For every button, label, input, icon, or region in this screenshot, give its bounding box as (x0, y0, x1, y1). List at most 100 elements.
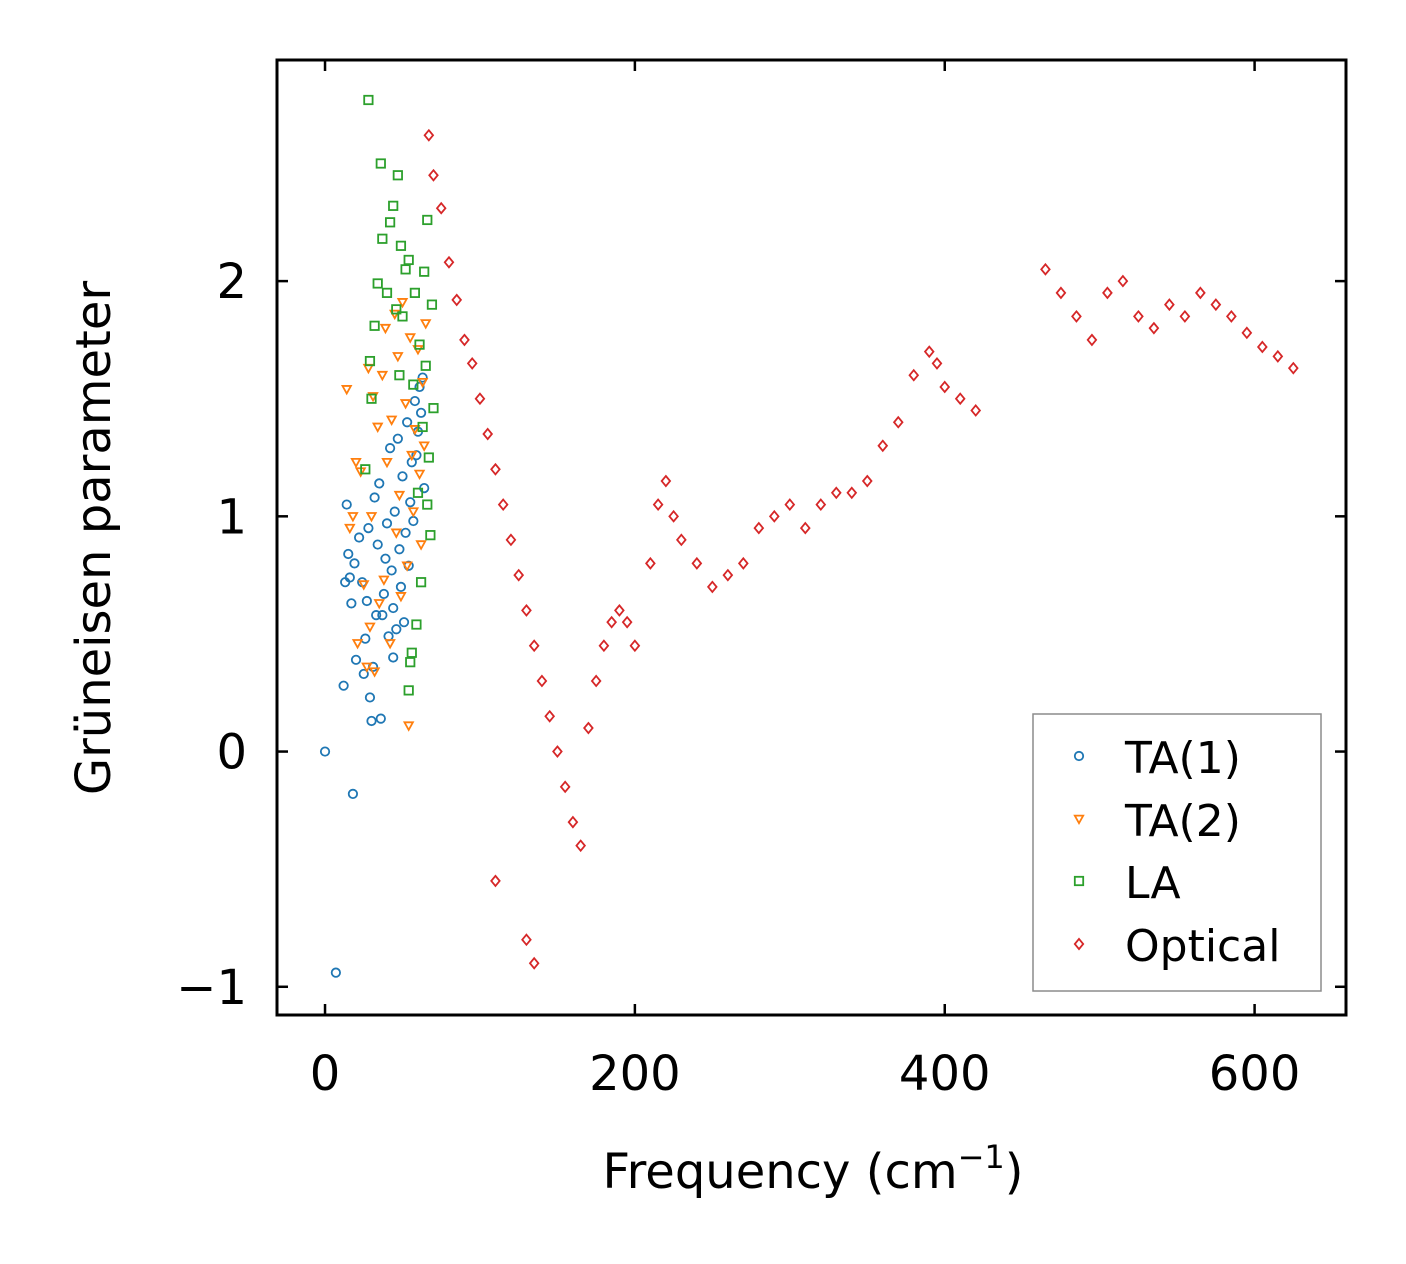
optical-point (1179, 309, 1191, 323)
ta-2-point (390, 528, 403, 539)
ta-1-point (358, 668, 369, 680)
ta-1-point (378, 588, 389, 600)
ta-1-point (369, 492, 380, 503)
optical-point (1164, 298, 1175, 312)
optical-point (1040, 262, 1051, 276)
ta-1-point (319, 746, 331, 757)
optical-point (799, 521, 811, 535)
legend-marker-optical (1073, 937, 1085, 951)
optical-point (923, 345, 935, 359)
optical-point (490, 462, 501, 476)
ta-2-point (361, 662, 373, 673)
scatter-marks (319, 94, 1299, 978)
ta-1-point (394, 544, 405, 555)
ta-2-point (344, 523, 356, 535)
optical-point (621, 615, 633, 629)
legend-marker-ta-1 (1073, 750, 1085, 762)
axis-ticks (277, 60, 1346, 1015)
optical-point (544, 709, 556, 723)
ta-2-point (406, 450, 418, 462)
optical-point (606, 615, 618, 629)
la-point (391, 304, 402, 315)
ta-1-point (341, 499, 352, 510)
ta-2-point (373, 599, 385, 610)
optical-point (1287, 361, 1299, 375)
x-tick-label: 200 (589, 1046, 681, 1102)
optical-point (675, 533, 687, 547)
x-axis-label-superscript: −1 (958, 1138, 1005, 1176)
ta-2-point (407, 507, 420, 518)
ta-1-point (392, 433, 403, 444)
x-tick-label: 400 (899, 1046, 991, 1102)
la-point (426, 299, 438, 310)
optical-point (652, 498, 664, 512)
ta-2-point (347, 512, 359, 523)
optical-point (528, 639, 540, 653)
optical-point (892, 415, 904, 429)
ta-1-point (380, 553, 391, 564)
ta-2-point (404, 333, 416, 344)
la-point (420, 360, 431, 371)
ta-1-point (338, 680, 349, 691)
ta-2-point (393, 490, 406, 502)
plot-frame (275, 58, 1348, 1017)
la-point (388, 200, 399, 211)
ta-2-point (350, 457, 362, 469)
ta-1-point (366, 715, 377, 727)
ta-2-point (384, 639, 396, 650)
la-point (419, 266, 430, 277)
la-point (372, 278, 383, 289)
ta-2-point (416, 377, 429, 389)
optical-point (1102, 286, 1113, 300)
optical-point (877, 439, 889, 453)
ta-1-point (402, 417, 413, 428)
optical-point (753, 521, 765, 535)
y-tick-label: 2 (216, 254, 247, 310)
legend-marker-ta-2 (1073, 814, 1085, 826)
ta-1-point (360, 633, 371, 644)
optical-point (1086, 333, 1098, 347)
ta-1-point (374, 478, 385, 489)
optical-point (1210, 298, 1222, 312)
ta-1-point (405, 497, 416, 508)
ta-1-point (330, 967, 341, 978)
optical-point (521, 603, 532, 617)
ta-1-point (415, 407, 427, 418)
legend-markers (1073, 750, 1085, 951)
la-point (414, 339, 425, 350)
la-point (425, 530, 436, 541)
optical-point (931, 356, 943, 370)
ta-1-point (361, 595, 372, 607)
axis-tick-labels: 0 200 400 600 −1 0 1 2 (176, 254, 1300, 1102)
y-tick-label: 1 (216, 489, 247, 545)
optical-point (474, 392, 486, 406)
ta-1-point (364, 692, 376, 703)
la-point (417, 421, 428, 433)
optical-point (768, 509, 780, 523)
optical-point (939, 380, 951, 394)
ta-1-point (388, 652, 399, 663)
ta-2-point (365, 512, 378, 523)
optical-point (1241, 326, 1253, 340)
la-point (381, 287, 393, 298)
ta-1-point (363, 522, 374, 534)
ta-2-point (395, 592, 407, 603)
optical-point (660, 474, 672, 488)
la-point (364, 355, 376, 367)
ta-2-point (364, 622, 376, 633)
ta-2-point (392, 352, 404, 363)
ta-2-point (389, 309, 401, 321)
ta-1-point (347, 788, 359, 799)
optical-point (428, 168, 439, 182)
optical-point (505, 533, 517, 547)
ta-1-point (409, 395, 420, 407)
x-axis-label: Frequency (cm−1) (602, 1138, 1023, 1200)
ta-2-point (371, 422, 384, 433)
optical-point (459, 333, 470, 347)
optical-point (706, 580, 718, 594)
ta-2-point (376, 370, 389, 382)
ta-2-point (340, 385, 353, 396)
la-point (409, 287, 420, 298)
optical-point (521, 933, 532, 947)
